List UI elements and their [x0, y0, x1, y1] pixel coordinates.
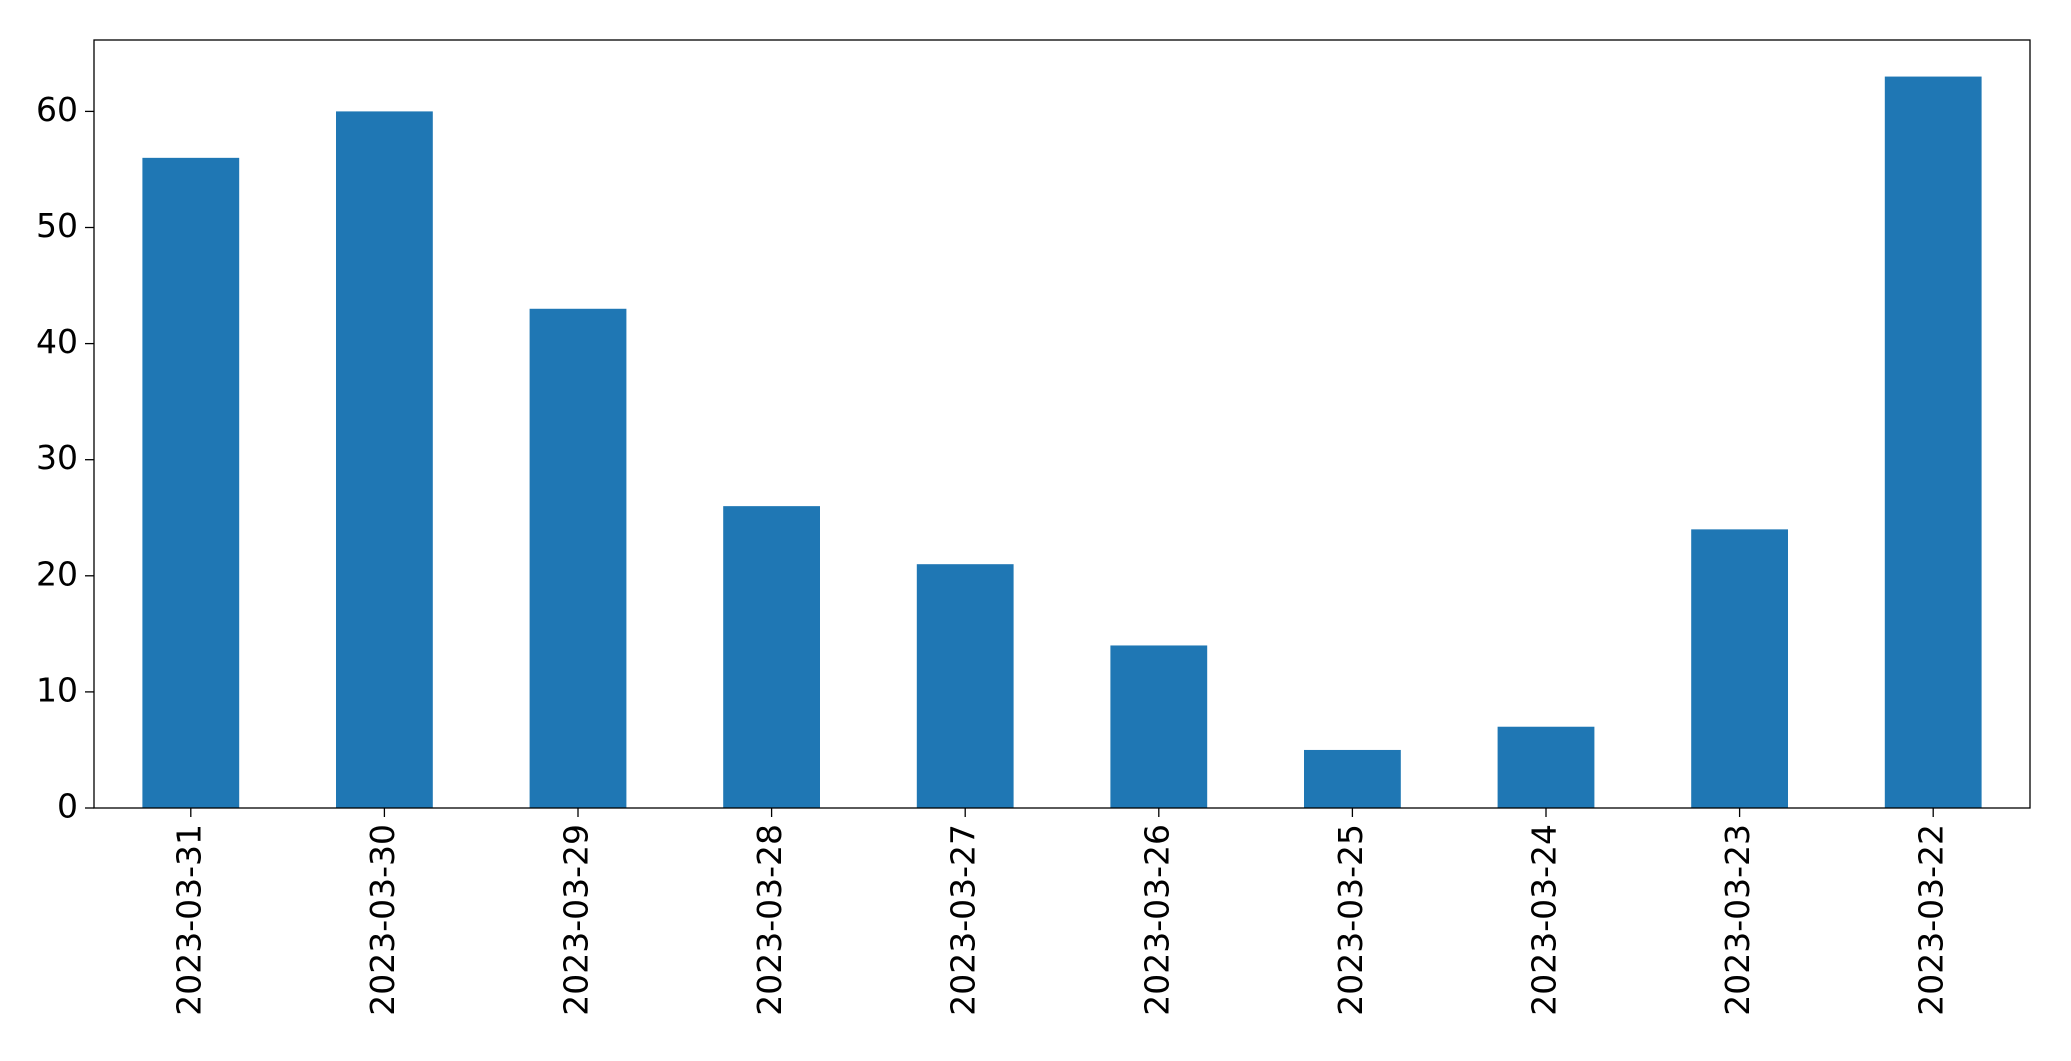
x-tick-label: 2023-03-27: [944, 824, 983, 1016]
bar: [1884, 76, 1982, 809]
bar: [1691, 529, 1788, 808]
bar: [1304, 749, 1401, 808]
x-tick-label: 2023-03-24: [1525, 824, 1564, 1016]
x-tick-label: 2023-03-31: [169, 824, 208, 1016]
x-tick-label: 2023-03-30: [363, 824, 402, 1016]
y-tick-label: 40: [36, 322, 78, 361]
bar: [1110, 645, 1208, 808]
y-tick-label: 60: [36, 90, 78, 129]
y-tick-label: 20: [36, 554, 78, 593]
bar: [916, 564, 1014, 808]
bar: [142, 157, 240, 809]
x-tick-label: 2023-03-23: [1718, 824, 1757, 1016]
x-tick-label: 2023-03-26: [1137, 824, 1176, 1016]
y-tick-label: 10: [36, 670, 78, 709]
y-tick-label: 30: [36, 438, 78, 477]
y-tick-label: 0: [57, 787, 78, 826]
y-tick-label: 50: [36, 206, 78, 245]
bar: [1497, 726, 1595, 808]
x-tick-label: 2023-03-29: [557, 824, 596, 1016]
x-tick-label: 2023-03-28: [750, 824, 789, 1016]
bar: [529, 308, 627, 808]
plot-frame: [93, 39, 2031, 809]
x-tick-label: 2023-03-25: [1331, 824, 1370, 1016]
bar: [723, 506, 820, 808]
bar: [336, 111, 433, 808]
x-tick-label: 2023-03-22: [1912, 824, 1951, 1016]
